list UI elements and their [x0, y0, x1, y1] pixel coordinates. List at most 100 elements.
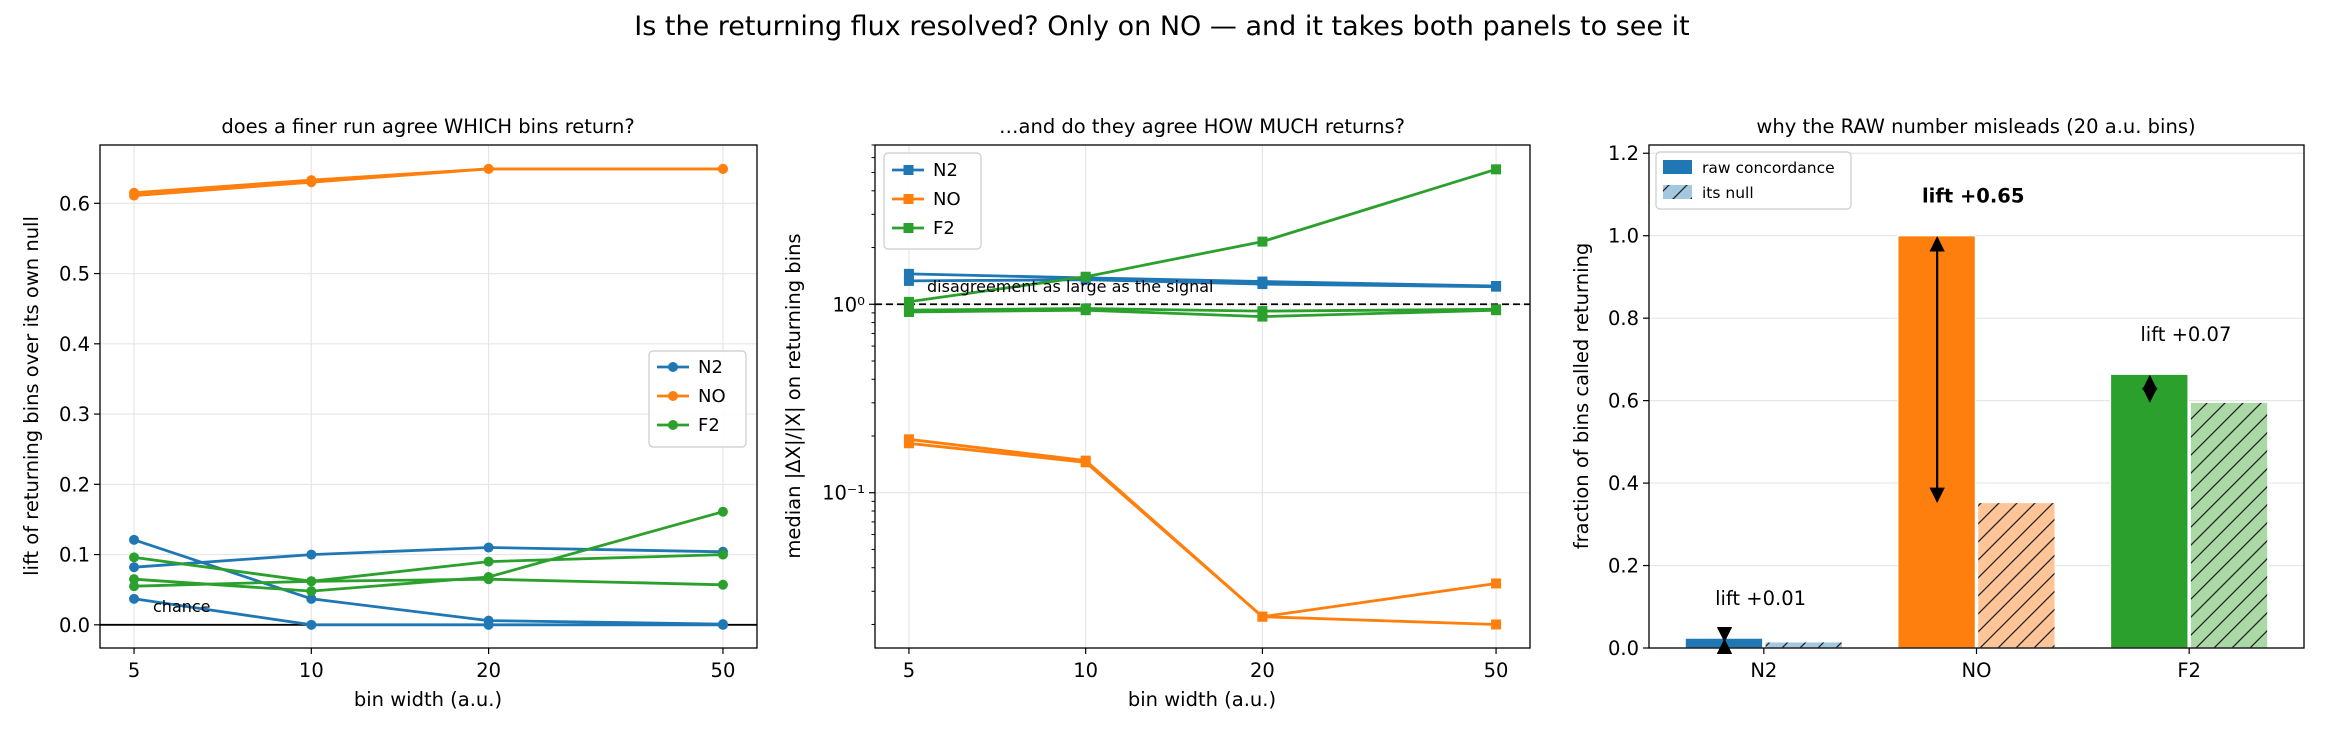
data-point-n2: [483, 542, 494, 553]
data-point-no: [903, 438, 914, 449]
legend-swatch-raw: [1663, 160, 1692, 174]
y-tick-label: 0.3: [59, 403, 90, 426]
y-tick-label: 10⁰: [832, 293, 865, 316]
legend-marker-n2: [903, 165, 914, 175]
data-point-f2: [717, 506, 728, 517]
y-tick-label: 0.2: [59, 473, 90, 496]
bar-null-n2: [1764, 641, 1844, 648]
panel-3-ylabel: fraction of bins called returning: [1570, 243, 1593, 549]
data-point-no: [1080, 457, 1091, 468]
series-line-f2: [908, 167, 1497, 304]
legend-label-f2: F2: [698, 415, 720, 436]
y-tick-label: 0.4: [1608, 472, 1639, 495]
x-tick-label-n2: N2: [1750, 659, 1777, 682]
legend-label-f2: F2: [933, 218, 955, 239]
disagreement-label: disagreement as large as the signal: [927, 277, 1214, 296]
y-tick-label: 0.6: [1608, 390, 1639, 413]
legend-label-no: NO: [933, 189, 961, 210]
series-line-n2: [133, 597, 723, 627]
data-point-f2: [903, 306, 914, 317]
y-tick-label: 0.6: [59, 192, 90, 215]
legend-marker-no: [668, 391, 678, 401]
data-point-f2: [483, 556, 494, 567]
legend-label-no: NO: [698, 386, 726, 407]
bar-raw-n2: [1684, 637, 1764, 648]
data-point-n2: [483, 619, 494, 630]
data-point-n2: [717, 619, 728, 630]
series-line-n2: [908, 278, 1497, 289]
legend-label-null: its null: [1702, 184, 1754, 202]
data-point-no: [129, 190, 140, 201]
legend-label-n2: N2: [698, 357, 723, 378]
data-point-f2: [1491, 164, 1502, 175]
panel-1-legend: N2 NO F2: [648, 350, 747, 448]
y-tick-label: 1.0: [1608, 225, 1639, 248]
series-line-no: [908, 437, 1497, 619]
panel-1-ylabel: lift of returning bins over its own null: [20, 216, 43, 576]
data-point-n2: [903, 268, 914, 279]
data-point-n2: [306, 549, 317, 560]
y-tick-label: 0.0: [59, 614, 90, 637]
data-point-f2: [1080, 305, 1091, 316]
data-point-f2: [1257, 236, 1268, 247]
series-line-n2: [133, 546, 724, 569]
lift-label-n2: lift +0.01: [1715, 587, 1806, 610]
y-tick-label: 10⁻¹: [822, 482, 865, 505]
data-point-no: [1257, 611, 1268, 622]
chance-label: chance: [153, 597, 211, 616]
legend-marker-f2: [668, 420, 678, 430]
x-tick-label: 50: [711, 659, 736, 682]
y-tick-label: 0.0: [1608, 637, 1639, 660]
data-point-f2: [483, 572, 494, 583]
panel-3-legend: raw concordance its null: [1655, 151, 1852, 210]
panel-3-title: why the RAW number misleads (20 a.u. bin…: [1756, 115, 2195, 138]
legend-marker-n2: [668, 362, 678, 372]
data-point-no: [306, 177, 317, 188]
data-point-f2: [903, 296, 914, 307]
legend-swatch-null: [1663, 185, 1692, 199]
data-point-no: [717, 163, 728, 174]
x-tick-label-f2: F2: [2177, 659, 2201, 682]
data-point-n2: [306, 619, 317, 630]
panel-1-xlabel: bin width (a.u.): [354, 688, 502, 711]
data-point-n2: [1491, 281, 1502, 292]
panel-2-frame: [874, 144, 1531, 649]
x-tick-label: 5: [903, 659, 915, 682]
data-point-f2: [717, 579, 728, 590]
lift-label-no: lift +0.65: [1922, 185, 2024, 208]
data-point-f2: [1491, 305, 1502, 316]
lift-label-f2: lift +0.07: [2140, 323, 2231, 346]
panel-2-xlabel: bin width (a.u.): [1128, 688, 1276, 711]
legend-label-raw: raw concordance: [1702, 159, 1835, 177]
data-point-f2: [717, 549, 728, 560]
y-tick-label: 1.2: [1608, 142, 1639, 165]
x-tick-label: 20: [476, 659, 501, 682]
panel-raw-number: 0.0 0.2 0.4 0.6 0.8 1.0 1.2 N2 NO F2 lift +0.01 li…: [1570, 115, 2305, 682]
panel-1-frame: [99, 144, 758, 649]
y-tick-label: 0.5: [59, 263, 90, 286]
bar-raw-f2: [2109, 373, 2189, 648]
data-point-no: [483, 163, 494, 174]
panel-2-title: …and do they agree HOW MUCH returns?: [999, 115, 1405, 138]
bar-null-no: [1976, 501, 2056, 648]
series-line-no: [908, 441, 1497, 626]
data-point-no: [1491, 578, 1502, 589]
data-point-n2: [129, 534, 140, 545]
data-point-n2: [129, 562, 140, 573]
data-point-no: [1491, 619, 1502, 630]
data-point-f2: [1257, 306, 1268, 317]
x-tick-label-no: NO: [1962, 659, 1992, 682]
series-line-f2: [908, 308, 1497, 319]
x-tick-label: 10: [299, 659, 324, 682]
bar-null-f2: [2189, 401, 2269, 648]
series-line-n2: [908, 272, 1497, 288]
figure-title: Is the returning flux resolved? Only on …: [634, 11, 1689, 42]
series-line-no: [133, 167, 723, 197]
data-point-n2: [129, 593, 140, 604]
data-point-n2: [306, 593, 317, 604]
legend-marker-no: [903, 194, 914, 204]
data-point-n2: [1257, 279, 1268, 290]
data-point-f2: [129, 581, 140, 592]
data-point-f2: [129, 552, 140, 563]
